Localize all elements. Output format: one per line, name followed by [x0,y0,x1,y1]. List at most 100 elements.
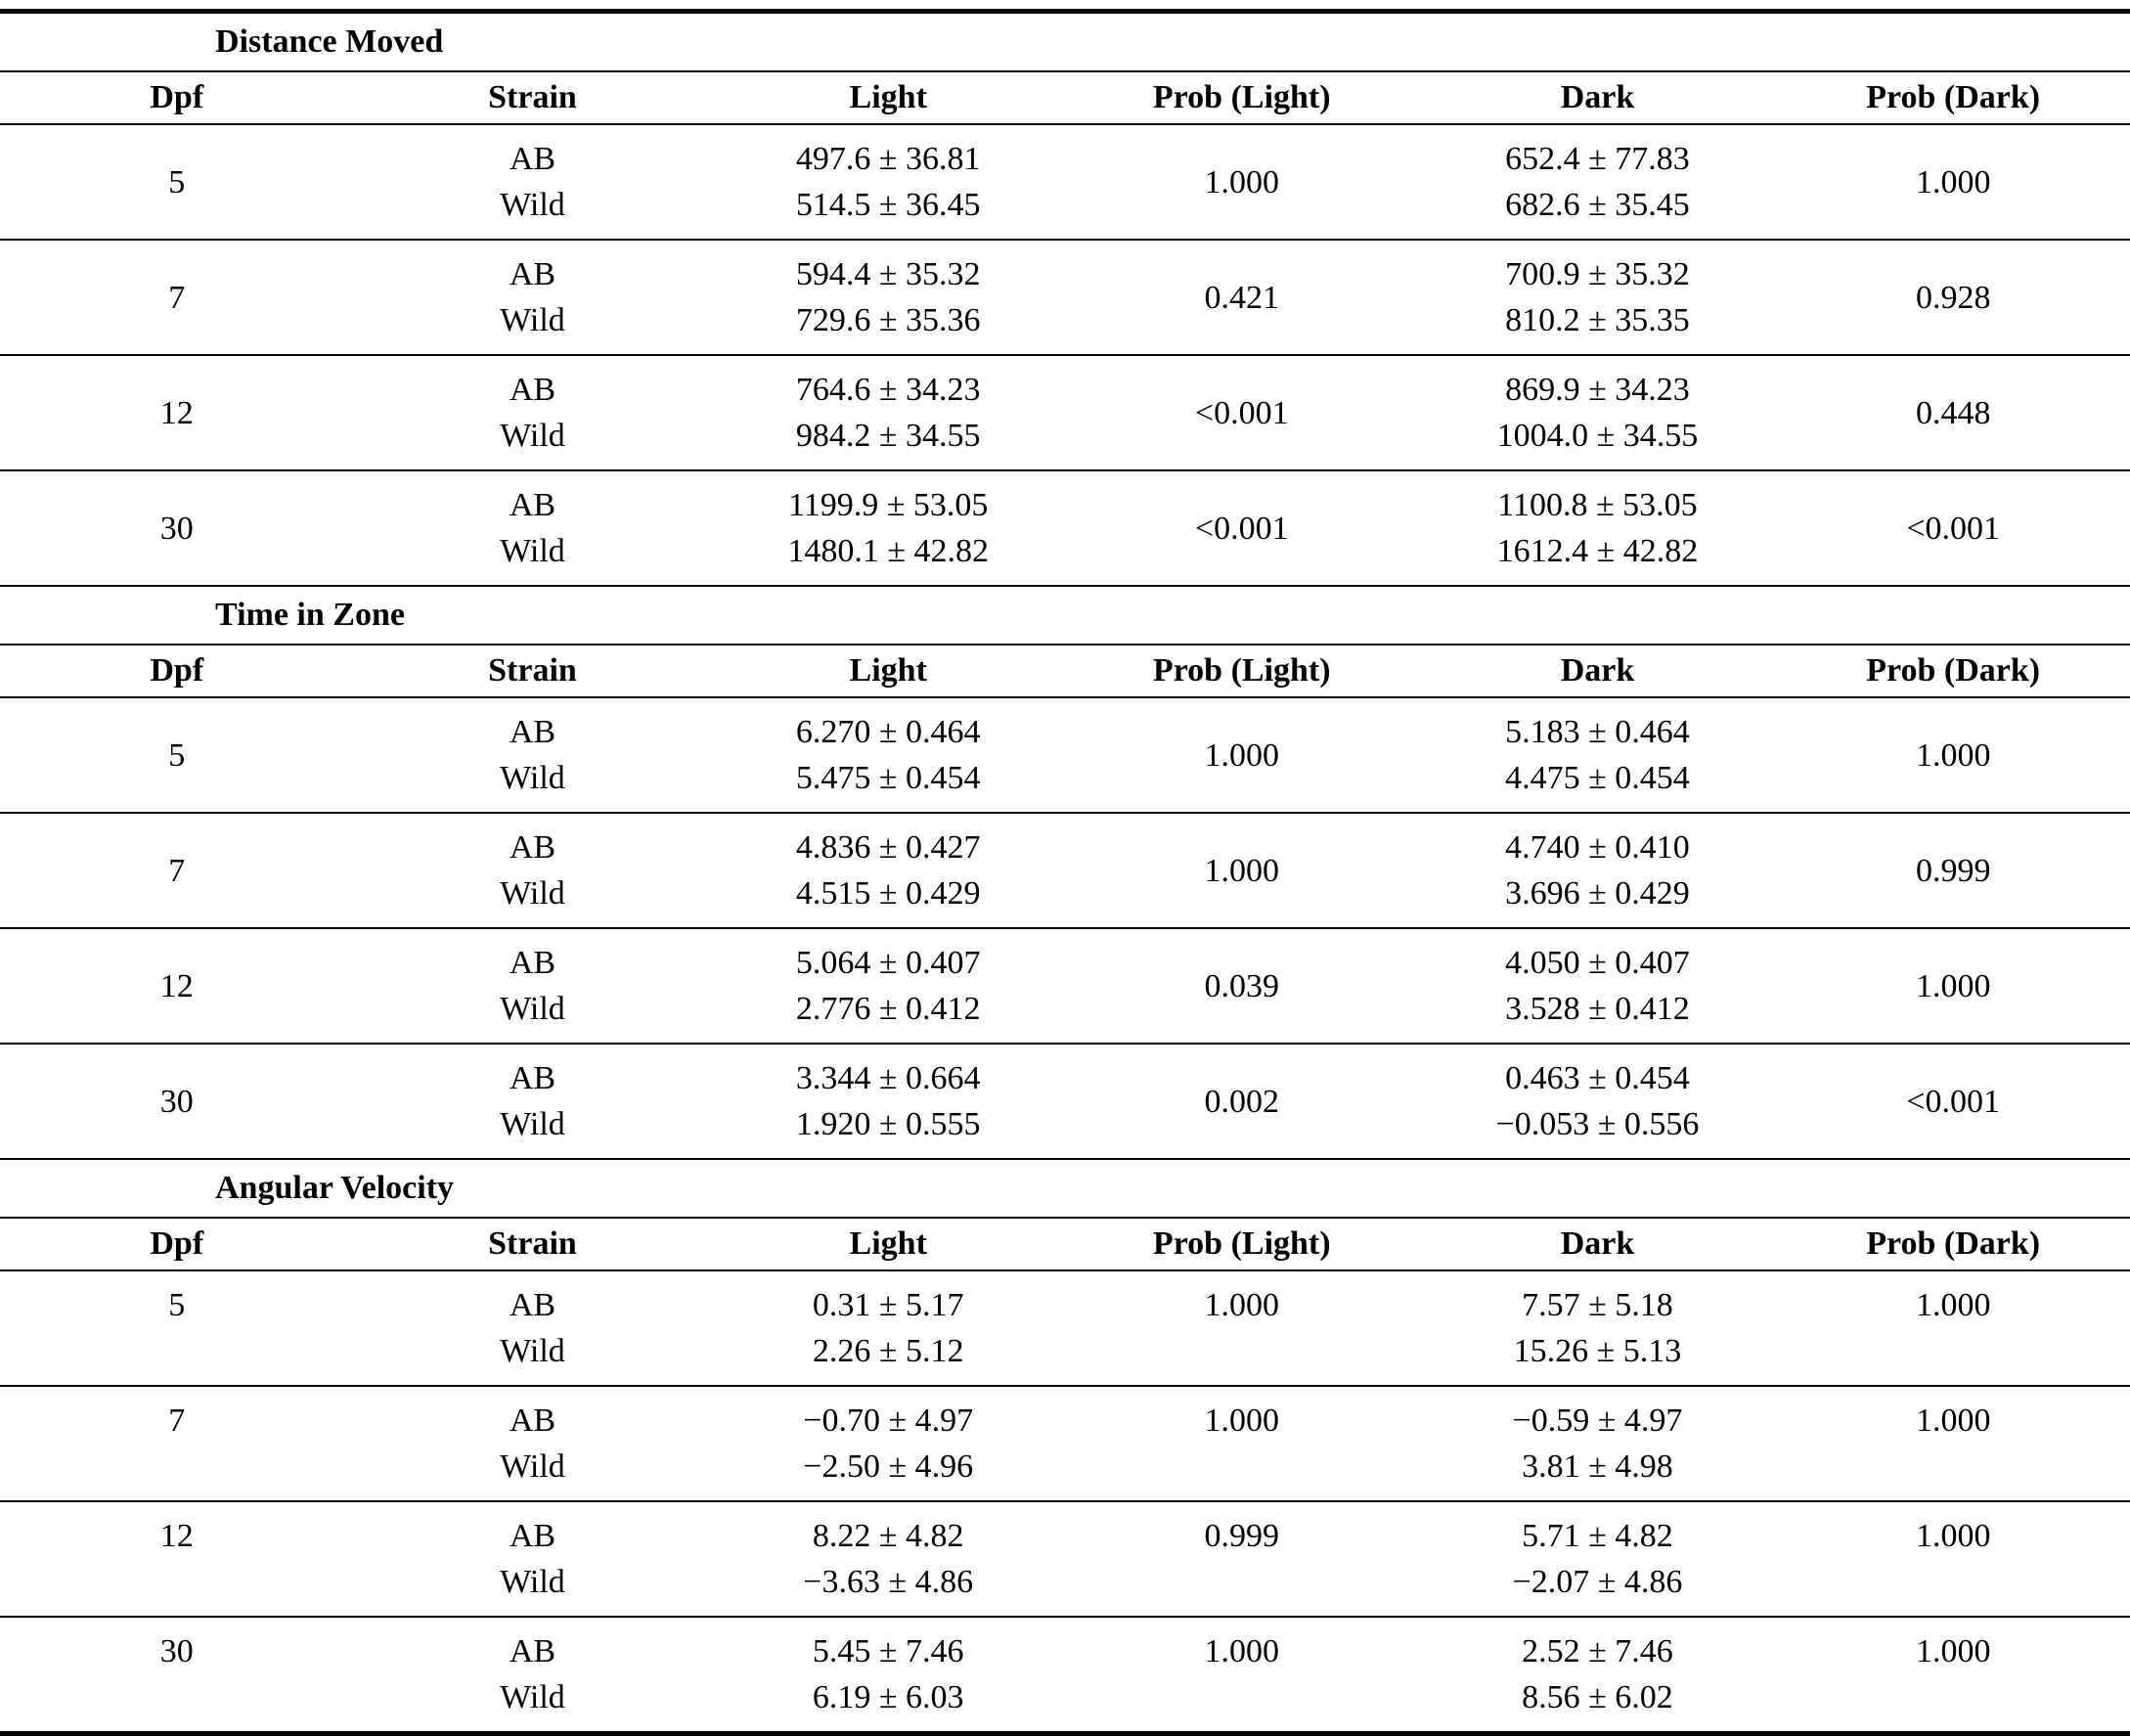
strain-line: AB [509,829,556,866]
strain-line: Wild [500,760,565,796]
table-row: 30 AB Wild 5.45 ± 7.46 6.19 ± 6.03 1.000… [0,1617,2130,1734]
dark-value-line: 5.183 ± 0.464 [1505,714,1690,750]
light-value-line: 984.2 ± 34.55 [795,418,981,454]
strain-line: Wild [500,1448,565,1485]
light-value-line: 6.19 ± 6.03 [812,1679,964,1715]
section-title: Distance Moved [0,11,2130,72]
light-value-line: 764.6 ± 34.23 [795,372,981,408]
dark-cell: 7.57 ± 5.18 15.26 ± 5.13 [1418,1270,1777,1387]
table-row: 12 AB Wild 8.22 ± 4.82 −3.63 ± 4.86 0.99… [0,1501,2130,1618]
dpf-cell: 12 [0,928,354,1045]
strain-cell: AB Wild [353,470,712,587]
dpf-cell: 30 [0,1044,354,1160]
prob-light-cell: 1.000 [1064,1270,1419,1387]
dark-value-line: 1100.8 ± 53.05 [1497,487,1698,523]
light-value-line: 5.064 ± 0.407 [795,945,981,981]
column-header-prob-light: Prob (Light) [1064,71,1419,125]
strain-cell: AB Wild [354,1617,712,1734]
dark-value-line: 652.4 ± 77.83 [1505,141,1690,177]
column-header-row: Dpf Strain Light Prob (Light) Dark Prob … [0,645,2130,698]
prob-dark-cell: 1.000 [1776,1501,2130,1618]
strain-line: Wild [500,991,565,1027]
strain-cell: AB Wild [353,124,712,241]
light-value-line: 4.836 ± 0.427 [795,829,981,866]
dark-value-line: 4.050 ± 0.407 [1505,945,1690,981]
light-cell: 5.45 ± 7.46 6.19 ± 6.03 [711,1617,1065,1734]
strain-line: Wild [500,1106,565,1142]
dark-cell: 4.050 ± 0.407 3.528 ± 0.412 [1418,928,1777,1045]
dark-cell: −0.59 ± 4.97 3.81 ± 4.98 [1418,1386,1777,1502]
light-value-line: 1480.1 ± 42.82 [787,533,990,569]
light-value-line: 6.270 ± 0.464 [795,714,981,750]
light-cell: 5.064 ± 0.407 2.776 ± 0.412 [711,928,1065,1045]
column-header-row: Dpf Strain Light Prob (Light) Dark Prob … [0,1218,2130,1271]
light-value-line: 3.344 ± 0.664 [795,1060,981,1096]
prob-dark-cell: 1.000 [1776,697,2130,814]
strain-cell: AB Wild [353,240,712,356]
light-value-line: 0.31 ± 5.17 [812,1287,964,1323]
dark-value-line: 3.528 ± 0.412 [1505,991,1690,1027]
prob-dark-cell: 1.000 [1776,928,2130,1045]
light-cell: 3.344 ± 0.664 1.920 ± 0.555 [711,1044,1065,1160]
light-value-line: 4.515 ± 0.429 [795,875,981,912]
table-row: 7 AB Wild −0.70 ± 4.97 −2.50 ± 4.96 1.00… [0,1386,2130,1502]
strain-line: Wild [500,302,565,338]
prob-light-cell: 1.000 [1064,697,1419,814]
prob-light-cell: 0.421 [1064,240,1419,356]
light-cell: −0.70 ± 4.97 −2.50 ± 4.96 [711,1386,1065,1502]
dark-value-line: 7.57 ± 5.18 [1522,1287,1673,1323]
dark-value-line: 15.26 ± 5.13 [1513,1333,1682,1369]
light-value-line: 594.4 ± 35.32 [795,256,981,292]
strain-cell: AB Wild [353,1386,712,1502]
dpf-cell: 12 [0,1501,354,1618]
strain-line: AB [509,1287,556,1323]
column-header-prob-dark: Prob (Dark) [1776,1218,2130,1271]
table-row: 7 AB Wild 594.4 ± 35.32 729.6 ± 35.36 0.… [0,240,2130,356]
dark-value-line: 682.6 ± 35.45 [1505,187,1690,223]
prob-dark-cell: 0.448 [1776,355,2130,471]
dark-value-line: 4.740 ± 0.410 [1505,829,1690,866]
strain-line: Wild [500,533,565,569]
dpf-cell: 7 [0,240,354,356]
dark-value-line: 3.81 ± 4.98 [1522,1448,1673,1485]
dark-cell: 4.740 ± 0.410 3.696 ± 0.429 [1418,813,1777,929]
prob-light-cell: 0.039 [1064,928,1419,1045]
light-value-line: 729.6 ± 35.36 [795,302,981,338]
strain-line: AB [509,1518,556,1554]
light-cell: 4.836 ± 0.427 4.515 ± 0.429 [711,813,1065,929]
strain-cell: AB Wild [353,813,712,929]
column-header-prob-dark: Prob (Dark) [1776,71,2130,125]
section-title: Angular Velocity [0,1159,2130,1219]
light-value-line: −3.63 ± 4.86 [803,1564,974,1600]
light-value-line: 5.475 ± 0.454 [795,760,981,796]
strain-line: AB [509,141,556,177]
strain-line: AB [509,372,556,408]
prob-light-cell: 1.000 [1064,1386,1419,1502]
table-row: 5 AB Wild 497.6 ± 36.81 514.5 ± 36.45 1.… [0,124,2130,241]
dark-cell: 700.9 ± 35.32 810.2 ± 35.35 [1418,240,1777,356]
table-row: 12 AB Wild 5.064 ± 0.407 2.776 ± 0.412 0… [0,928,2130,1045]
dark-value-line: 0.463 ± 0.454 [1505,1060,1690,1096]
column-header-dpf: Dpf [0,71,354,125]
strain-line: AB [509,256,556,292]
prob-light-cell: <0.001 [1064,470,1419,587]
dark-cell: 652.4 ± 77.83 682.6 ± 35.45 [1418,124,1777,241]
table-row: 5 AB Wild 6.270 ± 0.464 5.475 ± 0.454 1.… [0,697,2130,814]
strain-line: AB [509,1402,556,1439]
light-cell: 594.4 ± 35.32 729.6 ± 35.36 [711,240,1065,356]
dark-cell: 1100.8 ± 53.05 1612.4 ± 42.82 [1418,470,1777,587]
prob-dark-cell: 1.000 [1776,1270,2130,1387]
prob-light-cell: <0.001 [1064,355,1419,471]
dark-value-line: 2.52 ± 7.46 [1522,1633,1673,1669]
dark-cell: 5.183 ± 0.464 4.475 ± 0.454 [1418,697,1777,814]
strain-line: AB [509,1060,556,1096]
strain-cell: AB Wild [353,697,712,814]
dpf-cell: 12 [0,355,354,471]
dark-value-line: 1004.0 ± 34.55 [1496,418,1699,454]
column-header-prob-light: Prob (Light) [1064,1218,1419,1271]
dark-value-line: 869.9 ± 34.23 [1505,372,1690,408]
strain-line: AB [509,945,556,981]
strain-line: AB [509,1633,556,1669]
strain-line: Wild [500,875,565,912]
light-cell: 6.270 ± 0.464 5.475 ± 0.454 [711,697,1065,814]
